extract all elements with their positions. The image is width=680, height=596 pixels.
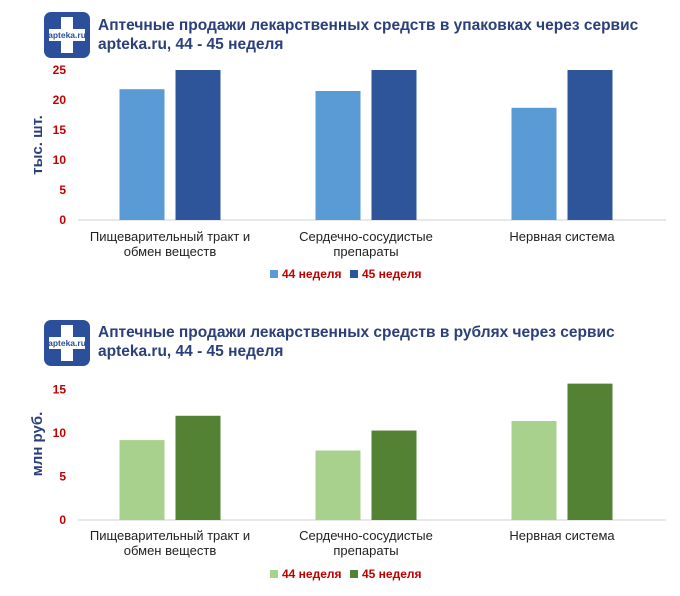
bar-week44	[511, 107, 557, 220]
bar-week44	[119, 440, 165, 520]
bar-week44	[119, 89, 165, 220]
x-category-label: препараты	[333, 244, 398, 259]
legend-label: 45 неделя	[362, 567, 422, 581]
y-tick-label: 5	[59, 470, 66, 484]
legend-swatch	[350, 570, 358, 578]
legend-swatch	[270, 270, 278, 278]
y-tick-label: 5	[59, 183, 66, 197]
y-tick-label: 20	[53, 93, 67, 107]
y-axis-label: тыс. шт.	[29, 115, 46, 175]
chart-panel-rubles: apteka.ru Аптечные продажи лекарственных…	[0, 310, 680, 596]
bar-chart-units: 0 5 10 15 20 25 тыс. шт. Пищеварительный тракт …	[29, 63, 666, 281]
bar-week45	[567, 383, 613, 520]
chart-panel-units: apteka.ru Аптечные продажи лекарственных…	[29, 12, 666, 281]
bar-week44	[511, 420, 557, 520]
bar-week44	[315, 91, 361, 220]
legend-label: 45 неделя	[362, 267, 422, 281]
legend-label: 44 неделя	[282, 567, 342, 581]
bar-week45	[175, 415, 221, 520]
x-category-label: Сердечно-сосудистые	[299, 229, 433, 244]
y-tick-label: 0	[59, 213, 66, 227]
legend-swatch	[350, 270, 358, 278]
x-category-label: обмен веществ	[124, 244, 217, 259]
chart-title: Аптечные продажи лекарственных средств в…	[98, 324, 615, 360]
x-category-label: обмен веществ	[124, 543, 217, 558]
legend-label: 44 неделя	[282, 267, 342, 281]
x-category-label: Пищеварительный тракт и	[90, 229, 250, 244]
bar-week45	[567, 70, 613, 220]
x-category-label: Нервная система	[509, 528, 615, 543]
apteka-logo: apteka.ru	[44, 320, 90, 366]
y-tick-label: 10	[53, 426, 67, 440]
x-category-label: Сердечно-сосудистые	[299, 528, 433, 543]
apteka-logo: apteka.ru	[44, 12, 90, 58]
y-tick-label: 10	[53, 153, 67, 167]
chart-title: Аптечные продажи лекарственных средств в…	[98, 17, 639, 53]
bar-chart-rubles: 0 5 10 15 млн руб. Пищеварительный тракт иобм…	[29, 383, 666, 581]
x-category-label: Пищеварительный тракт и	[90, 528, 250, 543]
logo-text: apteka.ru	[48, 338, 86, 348]
y-tick-label: 25	[53, 63, 67, 77]
logo-text: apteka.ru	[48, 30, 86, 40]
legend-swatch	[270, 570, 278, 578]
y-tick-label: 15	[53, 123, 67, 137]
bar-week44	[315, 450, 361, 520]
bar-week45	[371, 430, 417, 520]
x-category-label: Нервная система	[509, 229, 615, 244]
y-tick-label: 15	[53, 383, 67, 397]
y-axis-label: млн руб.	[29, 412, 46, 477]
bar-week45	[175, 70, 221, 220]
x-category-label: препараты	[333, 543, 398, 558]
bar-week45	[371, 70, 417, 220]
y-tick-label: 0	[59, 513, 66, 527]
